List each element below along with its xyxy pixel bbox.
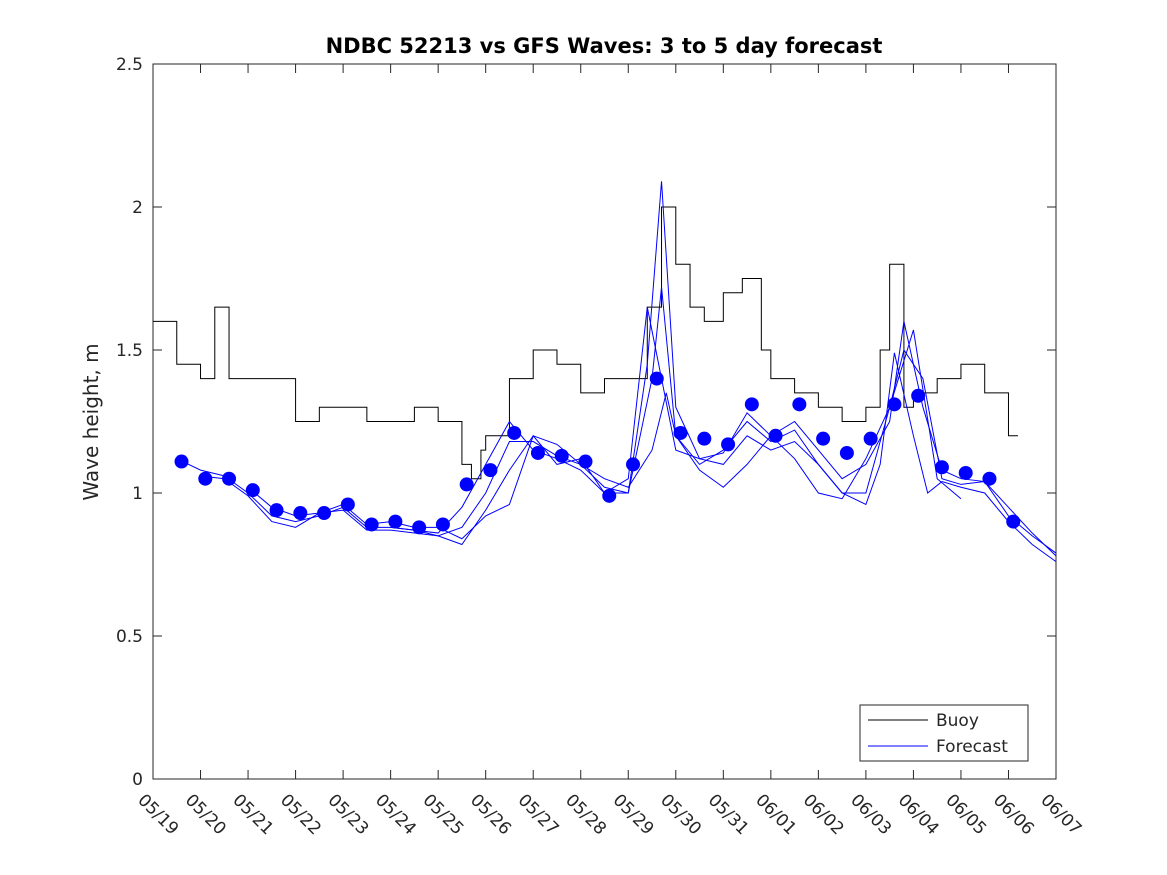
forecast-point — [459, 477, 474, 492]
plot-area: 00.511.522.5 05/1905/2005/2105/2205/2305… — [116, 55, 1085, 839]
forecast-point — [649, 371, 664, 386]
forecast-point — [269, 503, 284, 518]
forecast-point — [839, 445, 854, 460]
y-axis-label: Wave height, m — [79, 343, 103, 500]
legend-forecast-label: Forecast — [936, 737, 1008, 757]
forecast-point — [174, 454, 189, 469]
x-tick-label: 06/01 — [751, 790, 800, 839]
x-tick-label: 05/22 — [276, 790, 325, 839]
x-tick-label: 05/31 — [704, 790, 753, 839]
forecast-point — [626, 457, 641, 472]
forecast-point — [412, 520, 427, 535]
forecast-point — [554, 448, 569, 463]
y-tick-label: 2 — [132, 198, 143, 218]
buoy-series-layer — [153, 206, 1018, 480]
forecast-point — [435, 517, 450, 532]
y-tick-label: 1 — [132, 484, 143, 504]
forecast-point — [507, 425, 522, 440]
buoy-series-line — [153, 206, 1018, 480]
forecast-point — [792, 397, 807, 412]
forecast-point — [340, 497, 355, 512]
x-tick-label: 05/19 — [133, 790, 182, 839]
x-tick-label: 05/27 — [514, 790, 563, 839]
forecast-point — [198, 471, 213, 486]
forecast-point — [768, 428, 783, 443]
forecast-point — [721, 437, 736, 452]
y-tick-label: 2.5 — [116, 55, 143, 75]
forecast-point — [530, 445, 545, 460]
x-tick-label: 05/29 — [609, 790, 658, 839]
y-tick-label: 1.5 — [116, 341, 143, 361]
x-tick-label: 06/04 — [894, 790, 943, 839]
x-tick-label: 05/20 — [181, 790, 230, 839]
forecast-point — [816, 431, 831, 446]
forecast-point — [364, 517, 379, 532]
plot-frame — [152, 63, 1057, 780]
x-tick-label: 05/28 — [561, 790, 610, 839]
x-tick-label: 05/30 — [656, 790, 705, 839]
y-tick-label: 0.5 — [116, 627, 143, 647]
x-tick-label: 05/26 — [466, 790, 515, 839]
y-axis-ticks: 0 0.5 1 1.5 2 2.5 — [116, 55, 1056, 790]
x-tick-label: 05/25 — [419, 790, 468, 839]
forecast-point — [222, 471, 237, 486]
forecast-point — [863, 431, 878, 446]
x-tick-label: 06/07 — [1036, 790, 1085, 839]
forecast-point — [958, 465, 973, 480]
x-tick-label: 05/21 — [229, 790, 278, 839]
forecast-points-layer — [174, 371, 1021, 535]
forecast-point — [911, 388, 926, 403]
legend: Buoy Forecast — [859, 704, 1029, 762]
forecast-point — [1006, 514, 1021, 529]
x-tick-label: 06/02 — [799, 790, 848, 839]
legend-box — [859, 704, 1029, 762]
forecast-point — [578, 454, 593, 469]
forecast-point — [934, 460, 949, 475]
x-tick-label: 05/23 — [324, 790, 373, 839]
forecast-point — [744, 397, 759, 412]
forecast-point — [245, 483, 260, 498]
chart-title: NDBC 52213 vs GFS Waves: 3 to 5 day fore… — [326, 34, 883, 58]
legend-buoy-label: Buoy — [936, 711, 979, 731]
x-tick-label: 06/06 — [989, 790, 1038, 839]
forecast-point — [697, 431, 712, 446]
x-tick-label: 06/03 — [846, 790, 895, 839]
forecast-point — [293, 506, 308, 521]
x-tick-label: 06/05 — [941, 790, 990, 839]
y-tick-label: 0 — [132, 770, 143, 790]
forecast-point — [602, 488, 617, 503]
x-tick-label: 05/24 — [371, 790, 420, 839]
forecast-point — [483, 463, 498, 478]
forecast-point — [673, 425, 688, 440]
forecast-point — [982, 471, 997, 486]
forecast-point — [388, 514, 403, 529]
forecast-point — [317, 506, 332, 521]
forecast-point — [887, 397, 902, 412]
forecast-run-line-4 — [390, 329, 962, 546]
